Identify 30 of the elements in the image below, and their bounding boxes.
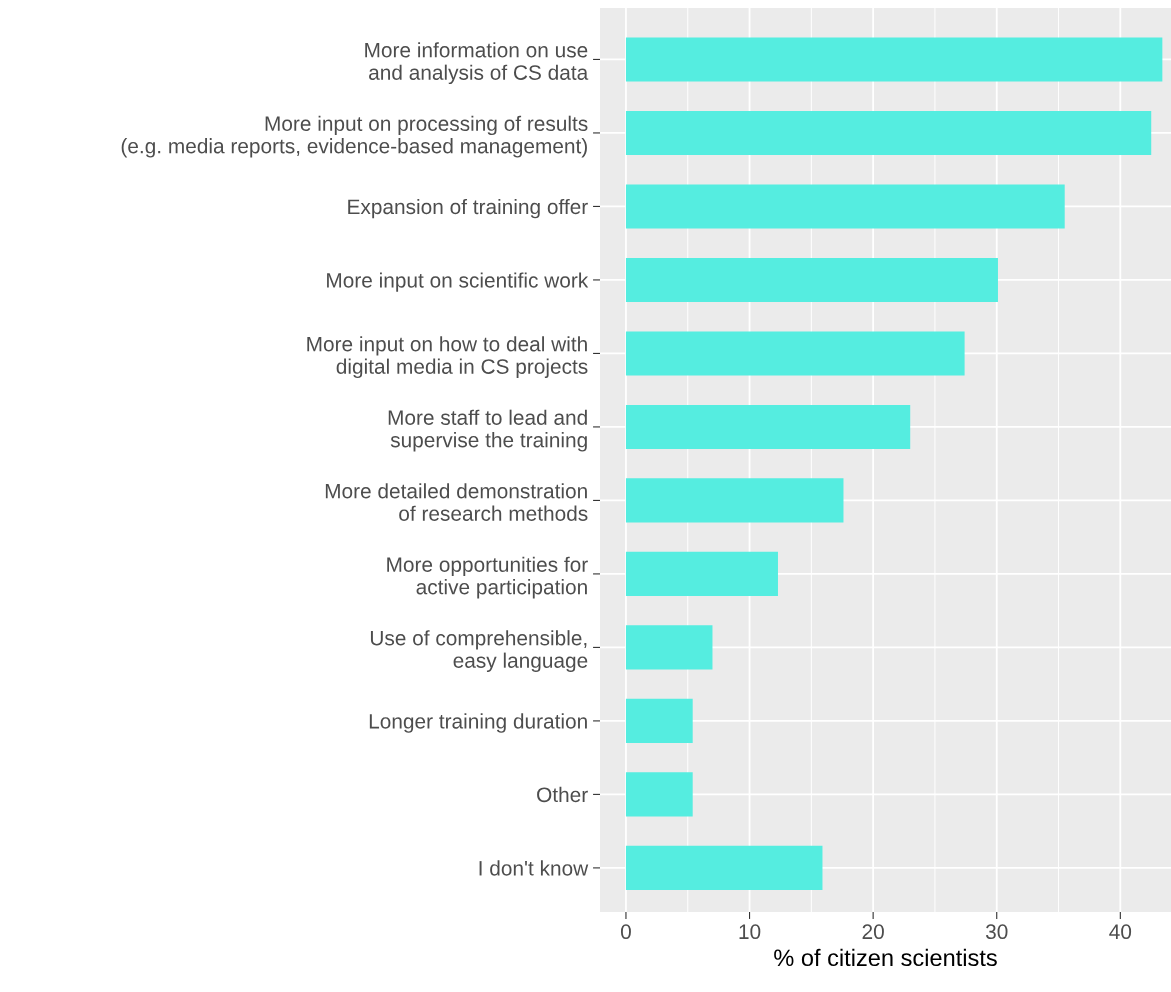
bar (625, 184, 1065, 229)
bar (625, 772, 693, 817)
x-tick-label: 20 (862, 924, 884, 940)
y-tick-label: Other (537, 786, 588, 803)
y-tick-label: I don't know (479, 860, 589, 876)
bar (625, 551, 778, 596)
bar (625, 478, 844, 523)
bar (625, 698, 693, 743)
x-tick-label: 10 (739, 924, 761, 940)
x-axis-title: % of citizen scientists (774, 948, 997, 967)
y-tick-label: More opportunities for active participation (387, 556, 588, 599)
bar (625, 37, 1163, 82)
y-tick-label: More detailed demonstration of research methods (325, 483, 588, 521)
y-tick-label: Longer training duration (369, 713, 587, 733)
x-tick-label: 0 (620, 924, 631, 940)
y-tick-label: More input on how to deal with digital media in CS projects (307, 336, 588, 379)
x-tick-label: 30 (985, 924, 1008, 940)
bar (625, 845, 823, 890)
x-tick-label: 40 (1109, 924, 1132, 940)
y-tick-label: More information on use and analysis of CS data (365, 42, 589, 85)
bar (625, 331, 965, 376)
bar (625, 257, 998, 302)
y-tick-label: Expansion of training offer (348, 198, 588, 219)
y-tick-label: More input on scientific work (327, 272, 589, 292)
y-tick-label: Use of comprehensible, easy language (370, 630, 588, 673)
bar (625, 110, 1152, 155)
y-tick-label: More staff to lead and supervise the training (388, 409, 587, 452)
bar (625, 404, 911, 449)
y-tick-label: More input on processing of results (e.g. media reports, evidence-based management) (121, 115, 588, 158)
bar (625, 625, 713, 670)
